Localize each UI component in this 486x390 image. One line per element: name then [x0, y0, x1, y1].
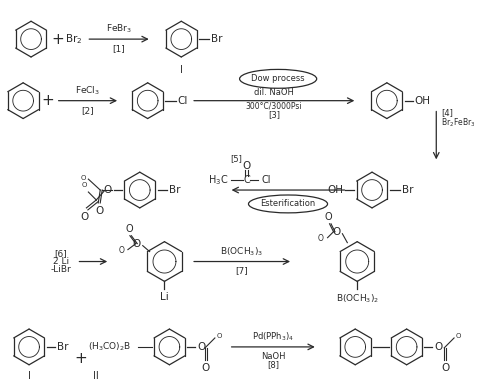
Text: O: O	[332, 227, 340, 237]
Text: OH: OH	[415, 96, 431, 106]
Text: O: O	[81, 175, 87, 181]
Text: [3]: [3]	[268, 111, 280, 120]
Text: O: O	[243, 161, 251, 171]
Text: Br: Br	[170, 185, 181, 195]
Text: O: O	[197, 342, 206, 352]
Text: [5]: [5]	[231, 154, 243, 163]
Text: -LiBr: -LiBr	[51, 265, 71, 274]
Text: dil. NaOH: dil. NaOH	[254, 88, 294, 97]
Text: O: O	[125, 224, 133, 234]
Text: Pd(PPh$_3$)$_4$: Pd(PPh$_3$)$_4$	[252, 330, 294, 343]
Text: [6]: [6]	[54, 249, 67, 258]
Text: O: O	[80, 212, 88, 222]
Text: +: +	[74, 351, 87, 366]
Text: [8]: [8]	[267, 360, 279, 369]
Text: O: O	[202, 363, 210, 373]
Text: Br: Br	[402, 185, 413, 195]
Text: O: O	[82, 182, 87, 188]
Text: O: O	[119, 246, 125, 255]
Text: I: I	[180, 65, 183, 75]
Text: II: II	[93, 371, 99, 381]
Text: [2]: [2]	[82, 106, 94, 115]
Text: Br: Br	[57, 342, 68, 352]
Text: O: O	[318, 234, 324, 243]
Text: Cl: Cl	[177, 96, 188, 106]
Text: [1]: [1]	[113, 44, 125, 53]
Text: H$_3$C: H$_3$C	[208, 173, 229, 187]
Text: 300°C/3000Psi: 300°C/3000Psi	[246, 102, 302, 111]
Text: Br: Br	[211, 34, 223, 44]
Text: +: +	[41, 93, 54, 108]
Text: (H$_3$CO)$_2$B: (H$_3$CO)$_2$B	[88, 340, 132, 353]
Text: C: C	[243, 175, 250, 185]
Text: OH: OH	[328, 185, 344, 195]
Text: O: O	[441, 363, 449, 373]
Text: [4]: [4]	[441, 109, 453, 118]
Text: FeCl$_3$: FeCl$_3$	[75, 84, 101, 97]
Text: Esterification: Esterification	[260, 199, 315, 208]
Text: O: O	[434, 342, 443, 352]
Text: O: O	[456, 333, 461, 339]
Text: NaOH: NaOH	[261, 352, 285, 361]
Text: B(OCH$_3$)$_3$: B(OCH$_3$)$_3$	[221, 245, 264, 257]
Text: FeBr$_3$: FeBr$_3$	[106, 23, 132, 35]
Text: [7]: [7]	[236, 266, 248, 275]
Text: Br$_2$: Br$_2$	[65, 32, 82, 46]
Text: I: I	[28, 371, 31, 381]
Text: +: +	[52, 32, 64, 47]
Text: Li: Li	[160, 292, 169, 302]
Text: B(OCH$_3$)$_2$: B(OCH$_3$)$_2$	[336, 292, 379, 305]
Text: O: O	[104, 185, 112, 195]
Text: O: O	[95, 206, 104, 216]
Text: 2 Li: 2 Li	[52, 257, 69, 266]
Text: O: O	[133, 239, 141, 249]
Text: Br$_2$FeBr$_3$: Br$_2$FeBr$_3$	[441, 117, 476, 129]
Text: O: O	[217, 333, 222, 339]
Text: Dow process: Dow process	[251, 74, 305, 83]
Text: Cl: Cl	[261, 175, 271, 185]
Text: O: O	[325, 212, 332, 222]
